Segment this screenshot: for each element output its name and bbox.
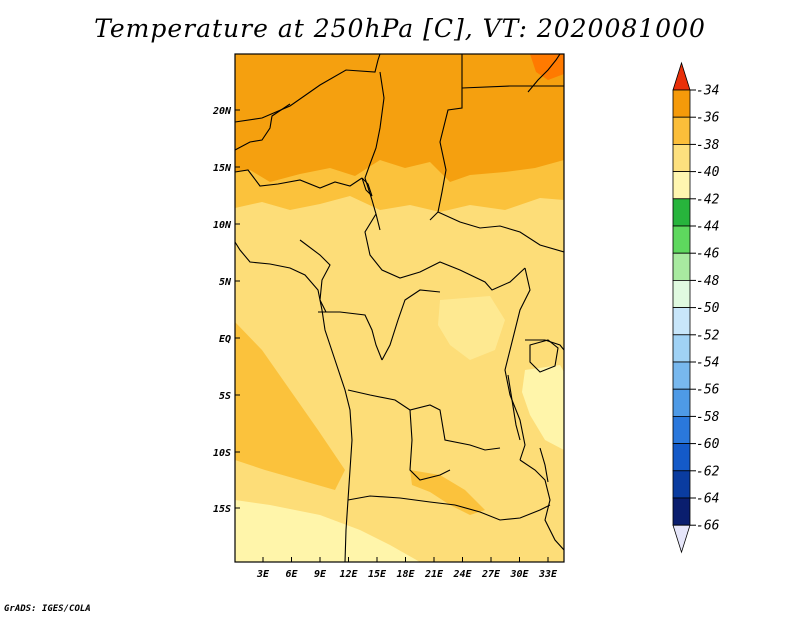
- colorbar-label: -52: [696, 328, 720, 343]
- longitude-axis: 3E 6E 9E 12E 15E 18E 21E 24E 27E 30E 33E: [256, 557, 558, 580]
- colorbar-segment: [672, 252, 691, 281]
- border-tanzania: [525, 339, 564, 351]
- border-chad-west: [364, 71, 385, 231]
- border-drc-angola: [347, 389, 501, 451]
- border-niger-nigeria: [235, 169, 363, 189]
- colorbar-segment: [672, 388, 691, 417]
- colorbar-label: -42: [696, 192, 720, 207]
- colorbar-label: -38: [696, 138, 720, 153]
- colorbar-label: -34: [696, 84, 719, 99]
- colorbar-segment: [672, 225, 691, 254]
- colorbar-label: -54: [696, 356, 719, 371]
- colorbar-segment: [672, 116, 691, 145]
- lat-tick-label: EQ: [219, 334, 231, 345]
- border-zambia-south: [454, 504, 551, 521]
- lon-tick-label: 21E: [424, 569, 444, 580]
- colorbar-label: -40: [696, 165, 720, 180]
- colorbar-label: -36: [696, 111, 720, 126]
- lat-tick-label: 10S: [213, 448, 231, 459]
- lake-victoria: [529, 339, 559, 373]
- shade-38-40-south: [410, 470, 485, 515]
- border-angola-namibia: [347, 495, 456, 506]
- border-car: [364, 213, 526, 291]
- colorbar-label: -64: [696, 492, 719, 507]
- lat-tick-label: 5S: [219, 391, 231, 402]
- colorbar-segment: [672, 334, 691, 363]
- colorbar-segment: [672, 171, 691, 200]
- lat-tick-label: 15N: [213, 163, 232, 174]
- coastline-west-africa: [235, 241, 353, 562]
- colorbar-label: -44: [696, 220, 719, 235]
- lon-tick-label: 15E: [368, 569, 387, 580]
- colorbar-label: -48: [696, 274, 720, 289]
- border-sahara-north: [235, 54, 381, 123]
- temperature-shading: [235, 54, 564, 562]
- lon-tick-label: 27E: [481, 569, 501, 580]
- shade-42-44-east: [522, 365, 564, 450]
- lon-tick-label: 6E: [285, 569, 298, 580]
- colorbar-top-arrow: [672, 61, 691, 91]
- border-mozambique: [519, 459, 564, 551]
- border-drc-east: [504, 267, 531, 461]
- colorbar-label: -50: [696, 301, 720, 316]
- colorbar-segment: [672, 470, 691, 499]
- colorbar-label: -58: [696, 410, 720, 425]
- colorbar-label: -60: [696, 437, 720, 452]
- lake-chad: [361, 177, 373, 197]
- colorbar-segment: [672, 497, 691, 526]
- country-borders: [235, 54, 564, 562]
- border-sudan-southsudan: [437, 211, 564, 253]
- colorbar-segment: [672, 279, 691, 308]
- chart-title: Temperature at 250hPa [C], VT: 202008100…: [94, 14, 706, 43]
- lon-tick-label: 9E: [314, 569, 327, 580]
- lon-tick-label: 3E: [256, 569, 270, 580]
- grads-credit: GrADS: IGES/COLA: [4, 604, 91, 614]
- border-libya-sudan: [461, 85, 564, 89]
- lat-tick-label: 20N: [212, 106, 232, 117]
- colorbar-bottom-arrow: [672, 524, 691, 554]
- latitude-axis: 20N 15N 10N 5N EQ 5S 10S 15S: [212, 106, 240, 515]
- colorbar-label: -56: [696, 383, 720, 398]
- lat-tick-label: 15S: [213, 504, 231, 515]
- colorbar-label: -62: [696, 464, 720, 479]
- colorbar-segment: [672, 307, 691, 336]
- colorbar: -34 -36 -38 -40 -42 -44 -46 -48 -50 -52 -54 -56 -58 -…: [672, 61, 720, 554]
- colorbar-segment: [672, 415, 691, 444]
- colorbar-segment: [672, 443, 691, 472]
- lat-tick-label: 5N: [219, 277, 232, 288]
- shade-36-38: [235, 54, 564, 182]
- lon-tick-label: 30E: [509, 569, 529, 580]
- colorbar-segment: [672, 143, 691, 172]
- red-sea-coast: [527, 54, 561, 93]
- plot-frame: [234, 53, 565, 563]
- colorbar-label: -46: [696, 247, 720, 262]
- colorbar-segment: [672, 361, 691, 390]
- border-chad-sudan: [429, 54, 463, 221]
- border-nigeria-cameroon: [299, 239, 331, 313]
- lon-tick-label: 12E: [339, 569, 358, 580]
- lon-tick-label: 33E: [538, 569, 558, 580]
- colorbar-segment: [672, 89, 691, 118]
- shade-38-40-southwest: [235, 322, 345, 490]
- lake-malawi: [539, 447, 549, 483]
- border-congo-drc: [381, 289, 441, 361]
- border-cameroon-gabon: [318, 311, 383, 361]
- lake-tanganyika: [507, 374, 521, 441]
- shade-42-44-southwest: [235, 500, 420, 562]
- border-angola-zambia: [409, 409, 451, 481]
- border-mali-niger: [235, 103, 291, 151]
- lon-tick-label: 24E: [452, 569, 472, 580]
- colorbar-label: -66: [696, 519, 720, 534]
- shade-42-44-central: [438, 296, 505, 360]
- lat-tick-label: 10N: [213, 220, 232, 231]
- colorbar-segment: [672, 198, 691, 227]
- lon-tick-label: 18E: [396, 569, 415, 580]
